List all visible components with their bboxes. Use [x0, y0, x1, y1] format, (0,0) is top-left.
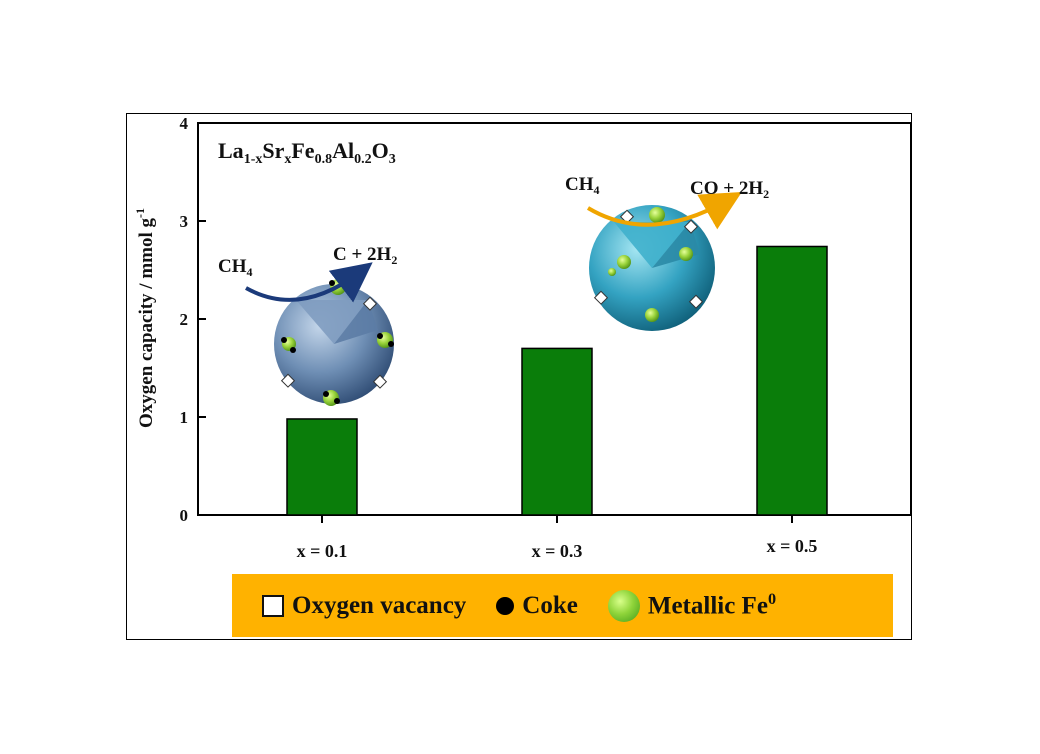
legend-item-metallic-fe: Metallic Fe0	[607, 589, 777, 622]
bar	[286, 418, 358, 516]
y-tick-label: 2	[180, 310, 189, 329]
reactant-label-left: CH4	[218, 256, 253, 279]
y-tick-label: 3	[180, 212, 189, 231]
left-particle-illustration: CH4 C + 2H2	[218, 244, 397, 406]
bars	[286, 245, 828, 516]
bar	[521, 347, 593, 516]
fe-particles	[608, 207, 693, 322]
y-axis: 0 1 2 3 4	[180, 114, 206, 525]
legend: Oxygen vacancy Coke Metallic Fe0	[232, 574, 893, 637]
legend-label: Coke	[522, 591, 578, 619]
y-tick-label: 1	[180, 408, 189, 427]
cutaway-wedge	[296, 300, 368, 344]
ch4-arrow-right	[586, 192, 742, 230]
x-tick-label: x = 0.3	[532, 541, 583, 561]
square-icon	[262, 594, 284, 617]
bar	[756, 245, 828, 516]
oxygen-vacancies	[593, 209, 704, 309]
y-tick-label: 0	[180, 506, 189, 525]
y-tick-label: 4	[180, 114, 189, 133]
x-tick-label: x = 0.1	[297, 541, 348, 561]
legend-label: Oxygen vacancy	[292, 591, 467, 619]
ch4-arrow-left	[245, 262, 373, 303]
reactant-label-right: CH4	[565, 174, 600, 197]
x-tick-label: x = 0.5	[767, 536, 818, 556]
y-axis-label: Oxygen capacity / mmol g-1	[133, 208, 157, 428]
legend-item-coke: Coke	[496, 592, 578, 620]
right-particle-illustration: CH4 CO + 2H2	[565, 174, 769, 331]
cutaway-wedge	[614, 222, 690, 268]
legend-label: Metallic Fe0	[647, 590, 777, 620]
cutaway-wedge-side	[334, 300, 378, 344]
product-label-left: C + 2H2	[333, 244, 397, 267]
green-sphere-icon	[607, 589, 640, 622]
black-dot-icon	[496, 596, 515, 615]
oxygen-vacancies	[280, 296, 388, 389]
legend-item-oxygen-vacancy: Oxygen vacancy	[262, 592, 466, 620]
x-tick-labels: x = 0.1 x = 0.3 x = 0.5	[297, 515, 818, 561]
product-label-right: CO + 2H2	[690, 178, 769, 201]
chart-title: La1-xSrxFe0.8Al0.2O3	[218, 138, 396, 167]
